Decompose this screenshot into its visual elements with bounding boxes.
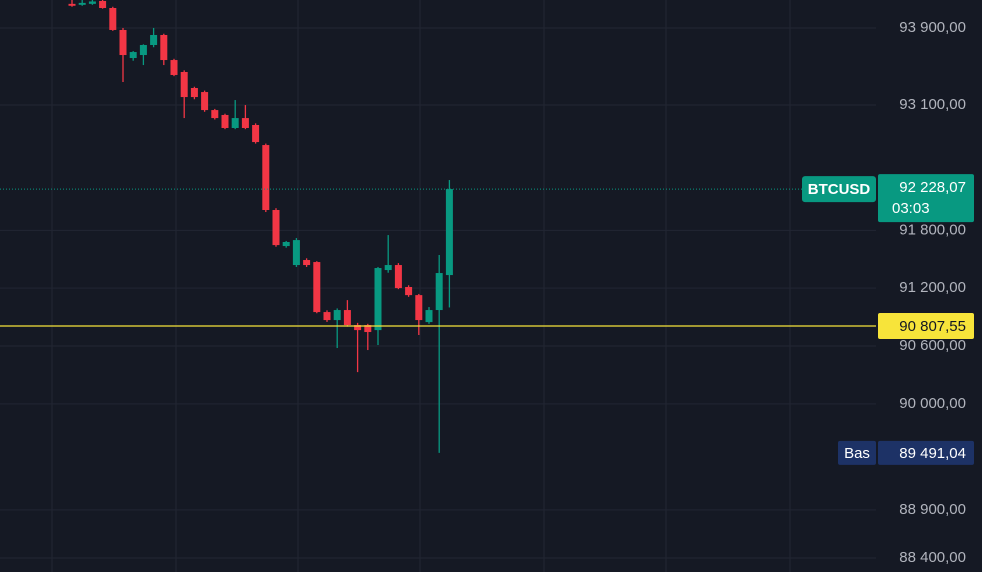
y-tick-label: 93 100,00 [899,96,966,113]
y-tick-label: 91 800,00 [899,221,966,238]
y-tick-label: 88 900,00 [899,501,966,518]
candle-body [109,7,117,30]
candle-body [445,189,453,276]
candle-body [435,273,443,311]
candle-body [150,34,158,46]
candle-body [129,52,137,59]
candle-body [313,262,321,313]
price-line-tag [878,312,974,339]
symbol-label: BTCUSD [808,181,871,198]
last-price-tag [878,174,974,223]
candle-body [88,1,96,4]
candle-body [394,265,402,289]
candle-body [180,71,188,98]
candle-body [252,125,260,143]
candle-body [170,60,178,75]
time-grid [51,0,791,572]
symbol-tag [802,176,876,203]
candle-body [119,29,127,56]
y-tick-label: 90 600,00 [899,337,966,354]
low-name-tag [838,440,876,465]
candle-body [241,118,249,128]
candle-body [190,87,198,98]
candle-body [364,325,372,333]
candle-body [272,210,280,246]
candle-body [425,310,433,323]
candle-body [374,268,382,331]
candle-body [354,325,362,331]
candle-body [78,2,86,5]
y-tick-label: 91 200,00 [899,279,966,296]
candle-body [160,34,168,61]
candle-body [303,260,311,266]
candle-body [221,114,229,128]
candle-body [68,3,76,6]
low-name: Bas [844,445,870,462]
low-value-label: 89 491,04 [899,445,966,462]
candle-body [231,118,239,128]
candle-body [292,240,300,266]
price-line-label: 90 807,55 [899,318,966,335]
last-price-label: 92 228,07 [899,179,966,196]
candle-body [201,92,209,111]
candle-body [262,145,270,211]
candle-body [211,110,219,119]
candle-body [282,242,290,247]
y-tick-label: 90 000,00 [899,395,966,412]
y-tick-label: 93 900,00 [899,19,966,36]
candle-body [343,310,351,326]
candle-body [405,287,413,296]
countdown: 03:03 [892,200,930,217]
candle-body [99,0,107,8]
y-tick-label: 88 400,00 [899,549,966,566]
candle-body [333,310,341,321]
candle-body [384,265,392,271]
candle-body [139,45,147,56]
candle-body [323,312,331,321]
candle-body [415,295,423,321]
low-value-tag [878,440,974,465]
